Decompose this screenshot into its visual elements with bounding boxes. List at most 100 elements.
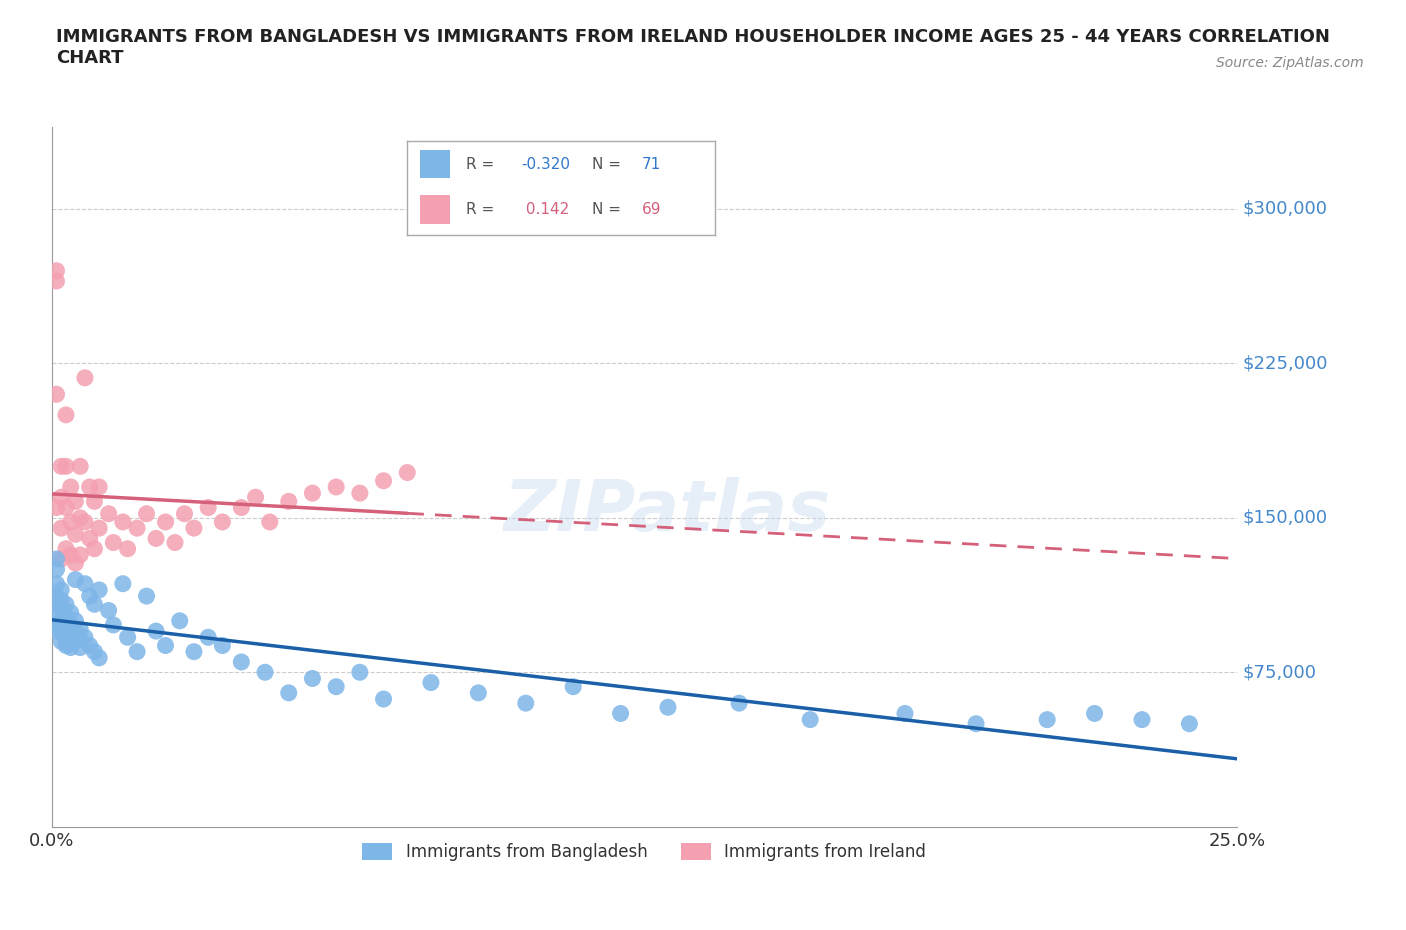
Point bbox=[163, 535, 186, 550]
Point bbox=[45, 618, 67, 632]
Point bbox=[211, 514, 233, 529]
Point bbox=[83, 541, 105, 556]
Point bbox=[197, 500, 219, 515]
Point bbox=[79, 531, 101, 546]
Point bbox=[51, 490, 73, 505]
Point bbox=[420, 675, 443, 690]
Point bbox=[965, 716, 987, 731]
Point bbox=[97, 603, 120, 618]
Point bbox=[55, 407, 77, 422]
Point bbox=[373, 473, 395, 488]
Point bbox=[1036, 712, 1059, 727]
Point bbox=[97, 506, 120, 521]
Point bbox=[59, 548, 82, 563]
Point bbox=[73, 514, 96, 529]
Point bbox=[728, 696, 751, 711]
Point bbox=[155, 514, 177, 529]
Point bbox=[125, 644, 148, 659]
Point bbox=[51, 521, 73, 536]
Point bbox=[211, 638, 233, 653]
Point bbox=[135, 506, 157, 521]
Point bbox=[59, 640, 82, 655]
Text: $300,000: $300,000 bbox=[1243, 200, 1327, 218]
Point bbox=[65, 572, 87, 587]
Point bbox=[117, 630, 139, 644]
Point bbox=[169, 614, 191, 629]
Point bbox=[467, 685, 489, 700]
Point bbox=[79, 589, 101, 604]
Point bbox=[45, 597, 67, 612]
Point bbox=[89, 582, 111, 597]
Point bbox=[83, 597, 105, 612]
Point bbox=[69, 640, 91, 655]
Point bbox=[45, 624, 67, 639]
Text: ZIPatlas: ZIPatlas bbox=[505, 477, 832, 546]
Point bbox=[245, 490, 267, 505]
Point bbox=[79, 638, 101, 653]
Point bbox=[55, 630, 77, 644]
Point bbox=[69, 621, 91, 636]
Point bbox=[73, 577, 96, 591]
Point bbox=[259, 514, 281, 529]
Text: Source: ZipAtlas.com: Source: ZipAtlas.com bbox=[1216, 56, 1364, 70]
Text: $225,000: $225,000 bbox=[1243, 354, 1329, 372]
Point bbox=[45, 577, 67, 591]
Point bbox=[45, 589, 67, 604]
Point bbox=[51, 601, 73, 616]
Point bbox=[65, 494, 87, 509]
Point bbox=[45, 500, 67, 515]
Legend: Immigrants from Bangladesh, Immigrants from Ireland: Immigrants from Bangladesh, Immigrants f… bbox=[356, 836, 932, 868]
Point bbox=[145, 624, 167, 639]
Point bbox=[55, 541, 77, 556]
Point bbox=[65, 556, 87, 571]
Point bbox=[197, 630, 219, 644]
Point bbox=[65, 614, 87, 629]
Point bbox=[59, 618, 82, 632]
Point bbox=[55, 638, 77, 653]
Point bbox=[349, 485, 371, 500]
Point bbox=[69, 631, 91, 646]
Point bbox=[69, 511, 91, 525]
Point bbox=[89, 650, 111, 665]
Point bbox=[111, 514, 134, 529]
Point bbox=[894, 706, 917, 721]
Point bbox=[103, 618, 125, 632]
Point bbox=[799, 712, 821, 727]
Point bbox=[349, 665, 371, 680]
Point bbox=[135, 589, 157, 604]
Point bbox=[83, 494, 105, 509]
Point bbox=[125, 521, 148, 536]
Point bbox=[325, 679, 347, 694]
Text: IMMIGRANTS FROM BANGLADESH VS IMMIGRANTS FROM IRELAND HOUSEHOLDER INCOME AGES 25: IMMIGRANTS FROM BANGLADESH VS IMMIGRANTS… bbox=[56, 28, 1330, 67]
Point bbox=[45, 387, 67, 402]
Point bbox=[145, 531, 167, 546]
Point bbox=[55, 597, 77, 612]
Point bbox=[231, 655, 253, 670]
Point bbox=[1130, 712, 1153, 727]
Point bbox=[55, 609, 77, 624]
Point bbox=[51, 458, 73, 473]
Point bbox=[55, 500, 77, 515]
Point bbox=[89, 480, 111, 495]
Point bbox=[103, 535, 125, 550]
Point bbox=[183, 521, 205, 536]
Point bbox=[73, 630, 96, 644]
Point bbox=[183, 644, 205, 659]
Point bbox=[301, 671, 323, 686]
Point bbox=[65, 624, 87, 639]
Point bbox=[73, 370, 96, 385]
Point bbox=[89, 521, 111, 536]
Point bbox=[515, 696, 537, 711]
Point bbox=[231, 500, 253, 515]
Point bbox=[117, 541, 139, 556]
Point bbox=[609, 706, 631, 721]
Point bbox=[277, 685, 299, 700]
Point bbox=[45, 562, 67, 577]
Point bbox=[51, 582, 73, 597]
Point bbox=[83, 644, 105, 659]
Point bbox=[51, 614, 73, 629]
Point bbox=[325, 480, 347, 495]
Point bbox=[657, 700, 679, 715]
Point bbox=[1084, 706, 1107, 721]
Point bbox=[111, 577, 134, 591]
